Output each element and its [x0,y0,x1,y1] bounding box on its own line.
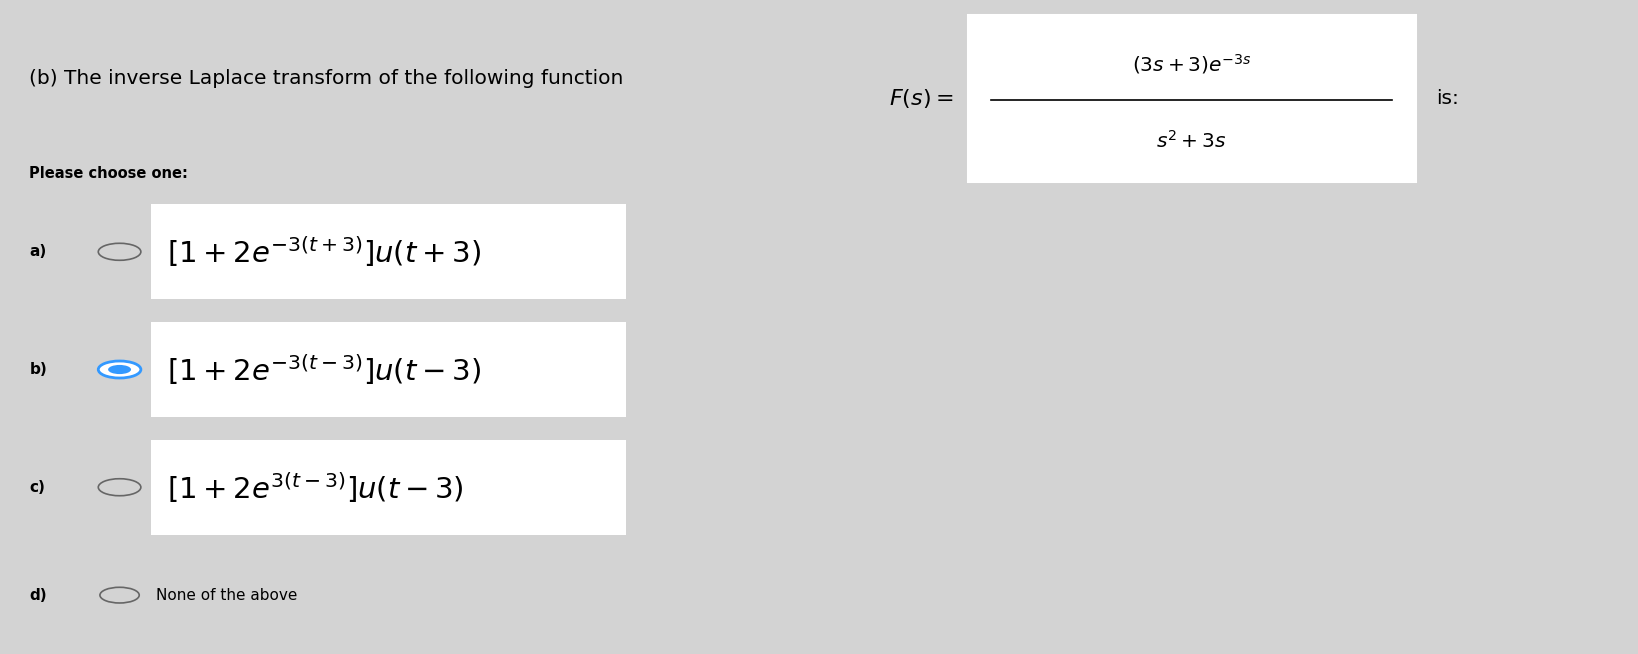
Text: b): b) [29,362,48,377]
Text: $[1 + 2e^{3(t-3)}]u(t - 3)$: $[1 + 2e^{3(t-3)}]u(t - 3)$ [167,470,464,504]
Circle shape [108,365,131,374]
FancyBboxPatch shape [966,13,1417,183]
Text: a): a) [29,245,48,259]
Text: $(3s+3)e^{-3s}$: $(3s+3)e^{-3s}$ [1132,52,1251,76]
Text: c): c) [29,480,46,494]
Text: d): d) [29,588,48,602]
Text: $[1 + 2e^{-3(t-3)}]u(t - 3)$: $[1 + 2e^{-3(t-3)}]u(t - 3)$ [167,353,482,387]
Text: $F(s) = $: $F(s) = $ [889,86,953,110]
Text: $s^2+3s$: $s^2+3s$ [1156,129,1227,152]
FancyBboxPatch shape [151,322,626,417]
Text: $[1 + 2e^{-3(t+3)}]u(t + 3)$: $[1 + 2e^{-3(t+3)}]u(t + 3)$ [167,235,482,269]
FancyBboxPatch shape [151,204,626,300]
Circle shape [98,361,141,378]
Text: Please choose one:: Please choose one: [29,166,188,181]
Text: is:: is: [1437,88,1459,108]
FancyBboxPatch shape [151,439,626,535]
Text: (b) The inverse Laplace transform of the following function: (b) The inverse Laplace transform of the… [29,69,624,88]
Text: None of the above: None of the above [156,588,296,602]
